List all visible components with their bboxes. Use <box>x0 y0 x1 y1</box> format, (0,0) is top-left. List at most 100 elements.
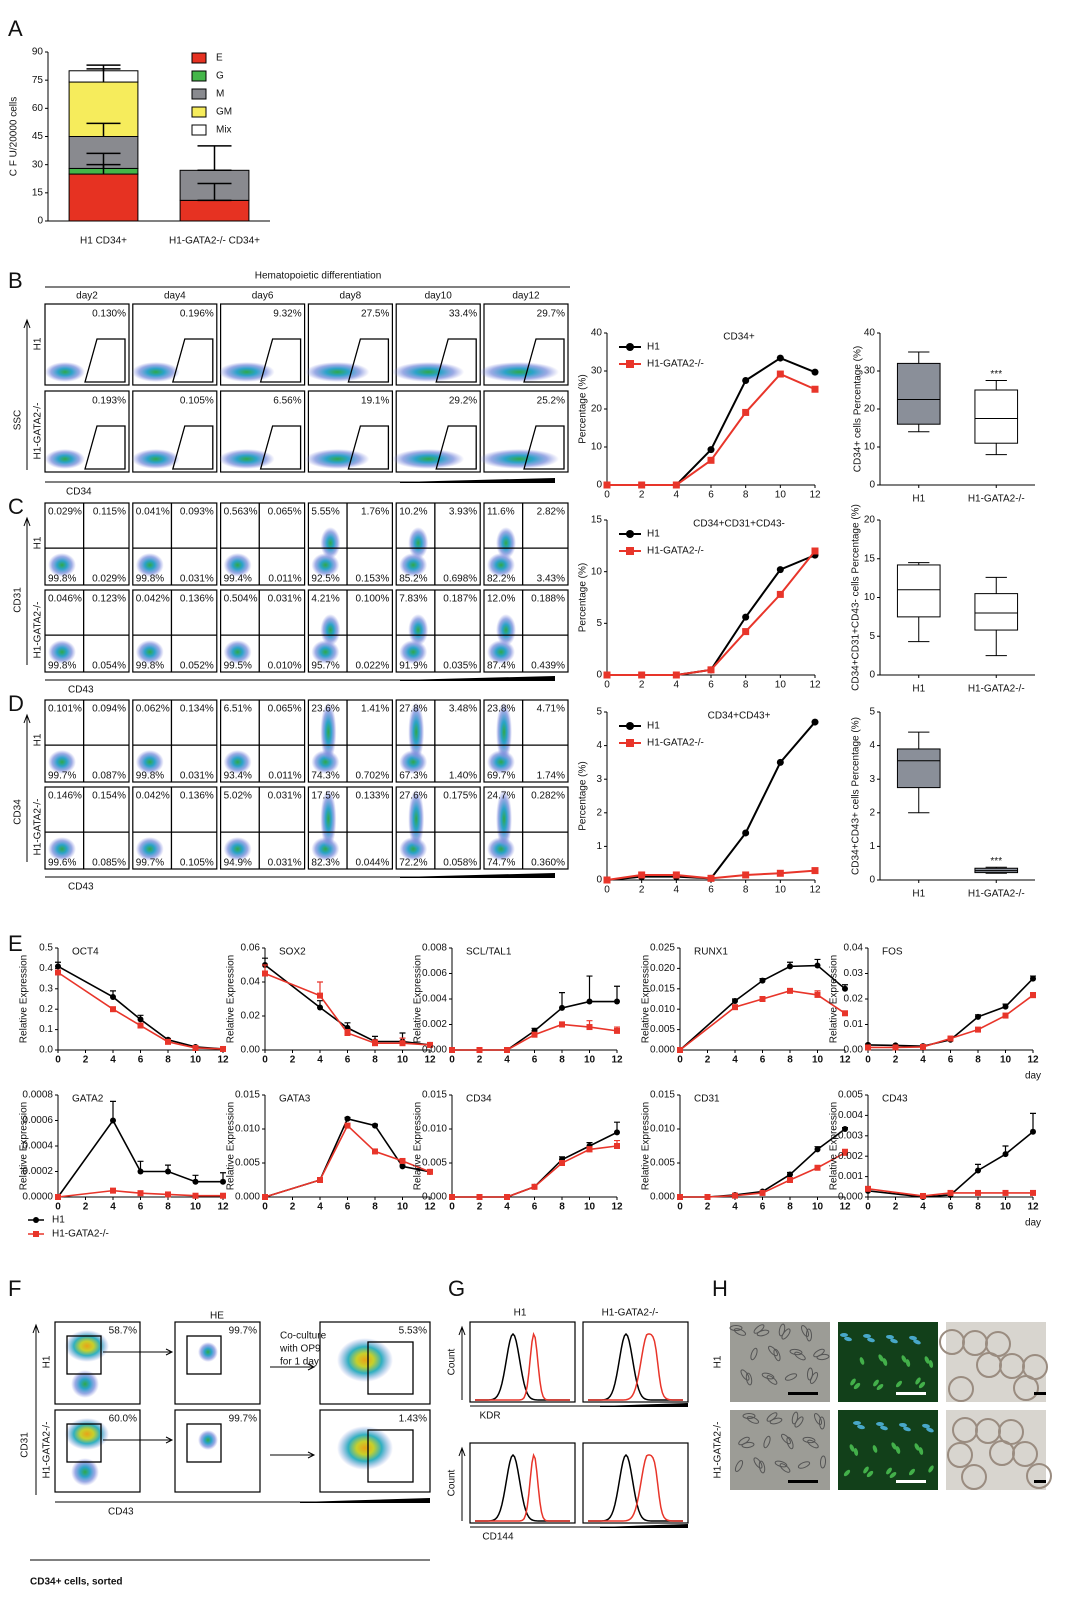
y-tick-label: 4 <box>869 740 875 751</box>
gate-percent: 9.32% <box>273 309 301 320</box>
x-tick-label: 6 <box>948 1055 954 1066</box>
point <box>777 371 784 378</box>
point <box>345 1116 351 1122</box>
point <box>920 1044 926 1050</box>
quadrant-percent: 12.0% <box>487 594 515 605</box>
quadrant-percent: 0.031% <box>268 858 302 869</box>
quadrant-percent: 0.041% <box>136 507 170 518</box>
point <box>559 1160 565 1166</box>
point <box>400 1158 406 1164</box>
series-line <box>680 1129 845 1197</box>
note: for 1 day <box>280 1357 319 1368</box>
y-axis-label: C F U/20000 cells <box>9 97 20 176</box>
cell <box>840 1333 848 1337</box>
x-tick-label: 10 <box>1000 1202 1012 1213</box>
whisker <box>908 424 929 432</box>
quadrant-percent: 0.085% <box>92 858 126 869</box>
box <box>897 565 940 617</box>
y-tick-label: 0 <box>869 480 875 491</box>
point <box>604 672 611 679</box>
cell-cloud <box>198 1342 218 1362</box>
column-label: day4 <box>164 291 186 302</box>
figure: ABCDEFGH0153045607590C F U/20000 cellsH1… <box>0 0 1068 1602</box>
point <box>975 1167 981 1173</box>
point <box>400 1163 406 1169</box>
quadrant-percent: 99.7% <box>136 858 164 869</box>
quadrant-percent: 0.029% <box>48 507 82 518</box>
x-tick-label: 2 <box>639 490 645 501</box>
axis-arrow <box>24 715 30 862</box>
y-axis-label: CD34+CD31+CD43- cells Percentage (%) <box>851 504 862 691</box>
quadrant-percent: 67.3% <box>399 771 427 782</box>
gate-percent: 25.2% <box>537 396 565 407</box>
row-label: H1 <box>33 337 44 350</box>
gate-percent: 29.7% <box>537 309 565 320</box>
x-tick-label: 6 <box>760 1055 766 1066</box>
gate-percent: 0.193% <box>92 396 126 407</box>
quadrant-percent: 82.3% <box>311 858 339 869</box>
whisker <box>908 732 929 749</box>
gate-percent: 29.2% <box>449 396 477 407</box>
quadrant-percent: 0.052% <box>180 661 214 672</box>
legend-swatch <box>192 107 206 117</box>
cell-cloud <box>320 527 340 559</box>
point <box>1003 1013 1009 1019</box>
y-tick-label: 0.00 <box>241 1045 261 1056</box>
point <box>638 672 645 679</box>
legend-swatch <box>192 71 206 81</box>
whisker <box>986 443 1007 454</box>
x-tick-label: 10 <box>584 1055 596 1066</box>
row-label: H1 <box>42 1355 53 1368</box>
y-tick-label: 0 <box>596 875 602 886</box>
point <box>317 1177 323 1183</box>
x-tick-label: 12 <box>809 680 821 691</box>
y-tick-label: 0.025 <box>650 943 675 954</box>
x-tick-label: 4 <box>674 490 680 501</box>
point <box>1003 1004 1009 1010</box>
x-tick-label: 0 <box>677 1202 683 1213</box>
quadrant-percent: 1.76% <box>361 507 389 518</box>
quadrant-percent: 0.105% <box>180 858 214 869</box>
point <box>708 446 715 453</box>
point <box>1030 976 1036 982</box>
x-tick-label: 12 <box>424 1055 436 1066</box>
x-tick-label: H1 <box>912 684 925 695</box>
y-axis-label: Relative Expression <box>19 1102 30 1190</box>
y-tick-label: 10 <box>864 592 876 603</box>
point <box>1003 1151 1009 1157</box>
quadrant-percent: 0.504% <box>224 594 258 605</box>
chart-title: CD34+CD31+CD43- <box>693 519 785 530</box>
x-tick-label: 0 <box>262 1202 268 1213</box>
intensity-wedge <box>600 1403 688 1407</box>
y-axis-label: Relative Expression <box>413 955 424 1043</box>
axis-label: Count <box>447 1469 458 1496</box>
axis-label: CD31 <box>20 1432 31 1458</box>
y-tick-label: 0.010 <box>650 1004 675 1015</box>
point <box>559 1005 565 1011</box>
y-tick-label: 1 <box>596 841 602 852</box>
point <box>787 1177 793 1183</box>
gate-percent: 6.56% <box>273 396 301 407</box>
y-tick-label: 0 <box>37 216 43 227</box>
cell-cloud <box>132 362 180 382</box>
intensity-wedge <box>400 873 555 878</box>
quadrant-percent: 0.187% <box>443 594 477 605</box>
chart-title: CD34+ <box>723 332 755 343</box>
x-tick-label: 6 <box>708 885 714 896</box>
quadrant-percent: 3.48% <box>449 704 477 715</box>
point <box>138 1169 144 1175</box>
quadrant-percent: 0.115% <box>93 507 126 518</box>
quadrant-percent: 0.046% <box>48 594 82 605</box>
y-tick-label: 0.005 <box>422 1158 447 1169</box>
point <box>812 386 819 393</box>
column-label: day10 <box>425 291 453 302</box>
x-tick-label: 2 <box>705 1055 711 1066</box>
point <box>559 1022 565 1028</box>
quadrant-percent: 6.51% <box>224 704 252 715</box>
bar-segment <box>180 200 249 221</box>
point <box>504 1194 510 1200</box>
y-tick-label: 0.005 <box>235 1158 260 1169</box>
gate-percent: 60.0% <box>109 1414 137 1425</box>
series-line <box>607 374 815 485</box>
x-tick-label: 10 <box>775 680 787 691</box>
